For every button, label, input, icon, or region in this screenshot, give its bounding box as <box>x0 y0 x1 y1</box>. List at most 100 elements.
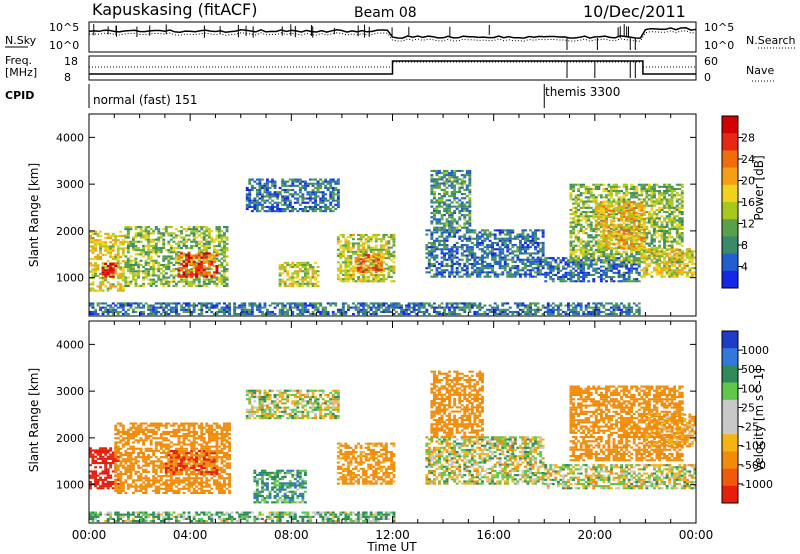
echo-cell <box>352 280 355 283</box>
echo-cell <box>678 232 682 235</box>
echo-cell <box>632 241 636 244</box>
echo-cell <box>215 278 219 281</box>
echo-cell <box>602 237 606 240</box>
echo-cell <box>126 284 130 287</box>
echo-cell <box>607 232 611 235</box>
echo-cell <box>349 250 353 253</box>
echo-cell <box>253 199 257 202</box>
echo-cell <box>185 268 188 271</box>
echo-cell <box>450 265 454 268</box>
echo-cell <box>210 236 214 239</box>
echo-cell <box>91 264 95 267</box>
echo-cell <box>511 258 515 261</box>
echo-cell <box>675 208 679 211</box>
echo-cell <box>597 267 601 270</box>
echo-cell <box>177 267 181 270</box>
echo-cell <box>630 234 634 237</box>
echo-cell <box>511 246 515 249</box>
echo-cell <box>347 263 350 266</box>
echo-cell <box>610 194 613 197</box>
echo-cell <box>283 208 287 211</box>
echo-cell <box>607 257 611 260</box>
echo-cell <box>496 273 500 276</box>
echo-cell <box>433 212 436 215</box>
echo-cell <box>481 244 484 247</box>
echo-cell <box>197 226 201 229</box>
echo-cell <box>255 199 259 202</box>
echo-cell <box>615 246 618 249</box>
echo-cell <box>134 282 138 285</box>
echo-cell <box>392 271 396 274</box>
echo-cell <box>286 189 290 192</box>
echo-cell <box>627 218 631 221</box>
echo-cell <box>443 207 446 210</box>
echo-cell <box>463 209 467 212</box>
echo-cell <box>334 182 338 185</box>
echo-cell <box>688 271 692 274</box>
echo-cell <box>207 282 211 285</box>
echo-cell <box>640 190 644 193</box>
echo-cell <box>152 249 156 252</box>
echo-cell <box>486 246 489 249</box>
echo-cell <box>486 229 489 232</box>
echo-cell <box>379 248 383 251</box>
echo-cell <box>111 310 115 313</box>
echo-cell <box>546 273 550 276</box>
echo-cell <box>579 240 583 243</box>
echo-cell <box>296 180 300 183</box>
echo-cell <box>577 276 580 279</box>
echo-cell <box>321 195 325 198</box>
echo-cell <box>627 269 631 272</box>
echo-cell <box>357 260 360 263</box>
echo-cell <box>357 242 360 245</box>
echo-cell <box>605 211 608 214</box>
echo-cell <box>645 238 649 241</box>
echo-cell <box>225 238 229 241</box>
echo-cell <box>632 255 636 258</box>
echo-cell <box>673 196 677 199</box>
echo-cell <box>357 250 360 253</box>
echo-cell <box>91 274 95 277</box>
echo-cell <box>572 244 575 247</box>
echo-cell <box>124 240 128 243</box>
echo-cell <box>96 253 100 256</box>
echo-cell <box>319 201 323 204</box>
echo-cell <box>612 247 616 250</box>
echo-cell <box>541 235 545 238</box>
echo-cell <box>665 200 669 203</box>
echo-cell <box>650 215 654 218</box>
echo-cell <box>96 241 100 244</box>
echo-cell <box>602 224 606 227</box>
echo-cell <box>670 223 674 226</box>
echo-cell <box>630 261 634 264</box>
echo-cell <box>549 265 553 268</box>
echo-cell <box>445 229 449 232</box>
echo-cell <box>478 231 482 234</box>
echo-cell <box>658 262 661 265</box>
echo-cell <box>453 235 457 238</box>
echo-cell <box>177 259 181 262</box>
echo-cell <box>443 237 446 240</box>
echo-cell <box>349 263 353 266</box>
echo-cell <box>205 282 209 285</box>
echo-cell <box>653 183 656 186</box>
echo-cell <box>278 272 282 275</box>
echo-cell <box>627 278 631 281</box>
echo-cell <box>577 219 580 222</box>
echo-cell <box>620 276 623 279</box>
echo-cell <box>435 209 439 212</box>
echo-cell <box>478 262 482 265</box>
echo-cell <box>443 209 446 212</box>
echo-cell <box>635 205 639 208</box>
echo-cell <box>215 267 219 270</box>
echo-cell <box>567 271 570 274</box>
echo-cell <box>670 258 674 261</box>
echo-cell <box>374 236 378 239</box>
echo-cell <box>192 273 196 276</box>
echo-cell <box>610 269 613 272</box>
echo-cell <box>121 274 125 277</box>
echo-cell <box>670 256 674 259</box>
echo-cell <box>433 273 436 276</box>
echo-cell <box>620 207 623 210</box>
echo-cell <box>190 261 194 264</box>
